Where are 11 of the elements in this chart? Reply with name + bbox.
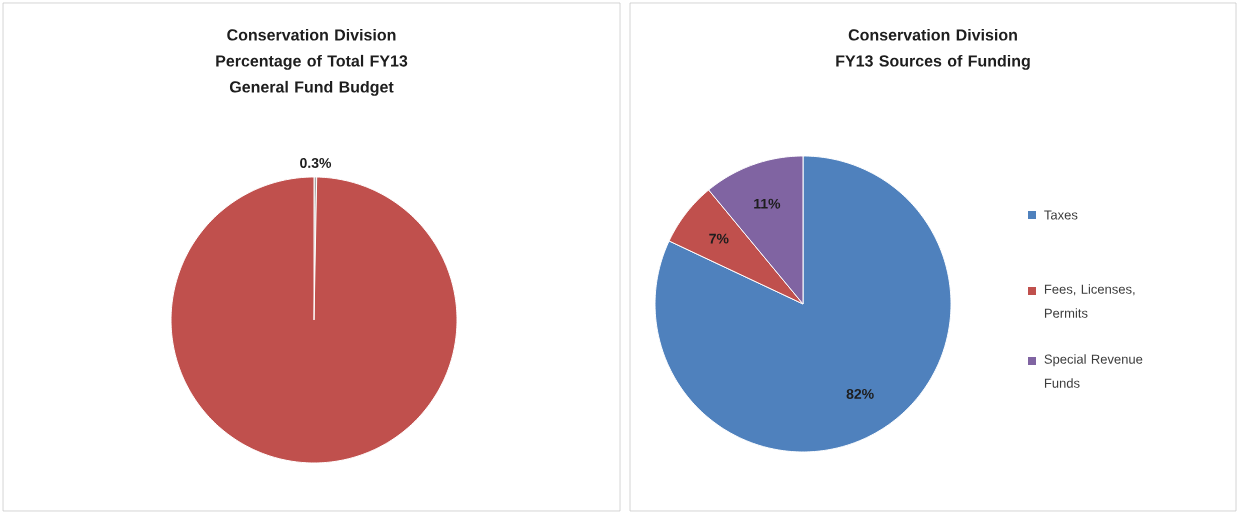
data-label: 82% [846,389,874,399]
chart-title: Conservation Division [227,28,396,41]
chart-subtitle: Percentage of Total FY13 General Fund Budget [216,54,408,96]
chart-subtitle: FY13 Sources of Funding [836,54,1030,70]
legend-label: Fees, Licenses, Permits [1044,284,1135,318]
data-label: 11% [754,198,781,209]
legend-label: Special Revenue Funds [1044,354,1143,388]
legend-label: Taxes [1044,210,1078,220]
data-label: 0.3% [300,158,332,168]
data-label: 7% [709,233,729,244]
chart-title: Conservation Division [848,28,1017,41]
